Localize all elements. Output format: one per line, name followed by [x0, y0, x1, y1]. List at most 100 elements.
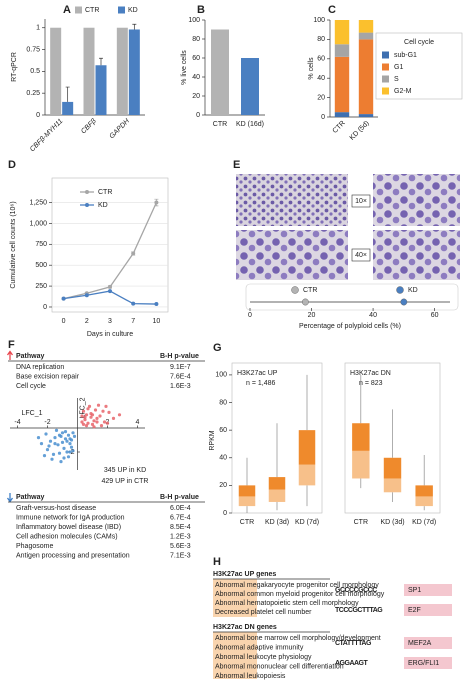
- marker: [84, 293, 89, 298]
- point: [89, 415, 93, 419]
- legend-label: CTR: [85, 7, 99, 14]
- box-lower: [415, 496, 433, 507]
- y-tick-label: 80: [317, 36, 325, 43]
- list-row: Abnormal common myeloid progenitor cell …: [215, 591, 385, 598]
- point: [81, 409, 86, 413]
- point: [104, 404, 108, 408]
- y-tick-label: 0.25: [26, 90, 40, 97]
- plot-title: H3K27ac DN: [350, 370, 391, 377]
- box-upper: [352, 423, 370, 451]
- point: [39, 442, 44, 446]
- point: [66, 433, 71, 437]
- panel-label: G: [213, 342, 222, 354]
- magnification-box: [351, 248, 371, 262]
- bar: [95, 65, 107, 115]
- x-tick-label: 60: [431, 312, 439, 319]
- y-axis-label: RPKM: [209, 430, 216, 450]
- point: [99, 424, 104, 428]
- y-axis-label: RT-qPCR: [11, 52, 18, 82]
- y-tick-label: 40: [219, 455, 227, 462]
- table-cell: Phagosome: [16, 543, 53, 550]
- bar-segment: [334, 44, 350, 57]
- x-tick-label: CTR: [354, 519, 368, 526]
- point: [80, 414, 84, 418]
- y-tick-label: 100: [188, 17, 200, 24]
- y-tick-label: 80: [192, 36, 200, 43]
- legend-swatch: [382, 75, 389, 83]
- panel-label: F: [8, 339, 15, 351]
- y-tick-label: 40: [192, 74, 200, 81]
- motif-logo: GCCCCGCCC: [335, 587, 377, 594]
- motif-label: MEF2A: [408, 640, 432, 647]
- plot-frame: [231, 362, 323, 514]
- motif-tag: [404, 657, 452, 669]
- box-lower: [383, 478, 402, 493]
- series-label: 345 UP in KD: [104, 467, 146, 474]
- y-tick-label: 20: [219, 482, 227, 489]
- x-tick-label: 0: [62, 318, 66, 325]
- x-tick-label: KD (7d): [412, 519, 436, 526]
- y-tick-label: 60: [192, 55, 200, 62]
- tables: [6, 350, 330, 679]
- plot-frame: [51, 177, 169, 313]
- dot: [301, 298, 309, 306]
- list-row: Abnormal leukocyte physiology: [215, 654, 312, 661]
- marker: [131, 251, 136, 256]
- list-row: Abnormal bone marrow cell morphology/dev…: [215, 635, 381, 642]
- legend-label: S: [394, 76, 399, 83]
- bar: [211, 29, 229, 115]
- list-row: Decreased platelet cell number: [215, 609, 312, 616]
- point: [90, 413, 95, 417]
- box-upper: [268, 477, 286, 490]
- point: [90, 422, 95, 426]
- y-tick-label: 0: [43, 304, 47, 311]
- point: [95, 420, 99, 424]
- x-axis-label: Days in culture: [87, 331, 133, 338]
- motif-tag: [404, 584, 452, 596]
- point: [69, 438, 74, 442]
- list-title: H3K27ac DN genes: [213, 624, 277, 631]
- x-tick-label: CBFβ-MYH11: [29, 118, 65, 154]
- micrograph: [373, 230, 460, 280]
- plot-subtitle: n = 823: [359, 380, 383, 387]
- bar: [62, 101, 74, 115]
- point: [81, 422, 86, 426]
- point: [71, 449, 75, 453]
- legend-marker: [291, 286, 299, 294]
- box-lower: [238, 496, 256, 507]
- error-bar: [99, 57, 103, 66]
- bar: [50, 27, 62, 115]
- table-cell: 5.6E-3: [170, 543, 191, 550]
- point: [56, 443, 60, 447]
- list-row: Abnormal leukopoiesis: [215, 673, 286, 680]
- marker: [154, 302, 159, 307]
- bar: [83, 27, 95, 115]
- point: [45, 448, 50, 452]
- bar: [128, 29, 140, 116]
- micrograph: [236, 230, 348, 280]
- x-tick-label: KD (16d): [236, 121, 264, 128]
- point: [57, 451, 62, 455]
- dot: [400, 298, 408, 306]
- x-tick-label: 20: [308, 312, 316, 319]
- micrograph: [236, 174, 348, 226]
- plot-frame: [344, 362, 441, 514]
- motif-label: SP1: [408, 587, 421, 594]
- point: [47, 444, 51, 448]
- x-tick-label: CBFβ: [80, 118, 98, 136]
- table-header: B-H p-value: [160, 494, 199, 501]
- y-tick-label: 40: [317, 75, 325, 82]
- point: [93, 408, 98, 412]
- list-title: H3K27ac UP genes: [213, 571, 276, 578]
- point: [83, 418, 87, 422]
- x-tick-label: CTR: [240, 519, 254, 526]
- x-tick-label: KD (3d): [265, 519, 289, 526]
- point: [65, 439, 69, 443]
- y-tick-label: 20: [192, 93, 200, 100]
- magnification-label: 40×: [355, 252, 367, 259]
- legend-label: G2-M: [394, 88, 412, 95]
- plot-title: H3K27ac UP: [237, 370, 278, 377]
- y-tick-label: 100: [313, 17, 325, 24]
- bar-segment: [358, 114, 374, 117]
- y-tick-label: 0: [36, 112, 40, 119]
